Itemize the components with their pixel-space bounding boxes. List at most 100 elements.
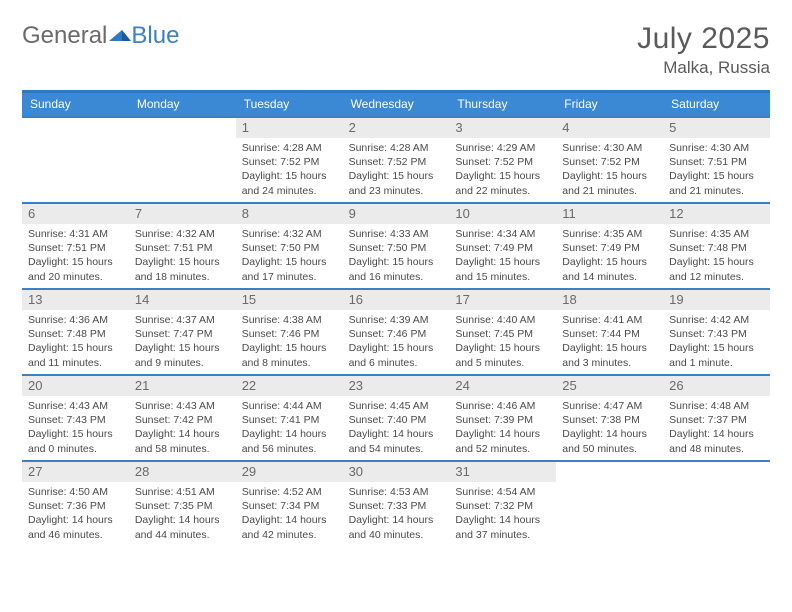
- daylight-line: and 6 minutes.: [349, 356, 444, 370]
- sunrise-line: Sunrise: 4:45 AM: [349, 399, 444, 413]
- week-row: 1Sunrise: 4:28 AMSunset: 7:52 PMDaylight…: [22, 116, 770, 202]
- day-details: Sunrise: 4:28 AMSunset: 7:52 PMDaylight:…: [343, 138, 450, 202]
- day-of-week-label: Saturday: [663, 93, 770, 116]
- day-details: Sunrise: 4:32 AMSunset: 7:50 PMDaylight:…: [236, 224, 343, 288]
- day-number: 20: [22, 376, 129, 396]
- day-number: 28: [129, 462, 236, 482]
- sunset-line: Sunset: 7:51 PM: [135, 241, 230, 255]
- day-cell: [22, 118, 129, 202]
- daylight-line: and 54 minutes.: [349, 442, 444, 456]
- daylight-line: and 24 minutes.: [242, 184, 337, 198]
- sunrise-line: Sunrise: 4:31 AM: [28, 227, 123, 241]
- day-number: 4: [556, 118, 663, 138]
- day-details: Sunrise: 4:30 AMSunset: 7:52 PMDaylight:…: [556, 138, 663, 202]
- day-cell: 3Sunrise: 4:29 AMSunset: 7:52 PMDaylight…: [449, 118, 556, 202]
- day-cell: 7Sunrise: 4:32 AMSunset: 7:51 PMDaylight…: [129, 204, 236, 288]
- daylight-line: and 14 minutes.: [562, 270, 657, 284]
- daylight-line: Daylight: 15 hours: [28, 427, 123, 441]
- sunrise-line: Sunrise: 4:53 AM: [349, 485, 444, 499]
- daylight-line: Daylight: 14 hours: [455, 513, 550, 527]
- day-details: Sunrise: 4:34 AMSunset: 7:49 PMDaylight:…: [449, 224, 556, 288]
- sunset-line: Sunset: 7:33 PM: [349, 499, 444, 513]
- sunrise-line: Sunrise: 4:29 AM: [455, 141, 550, 155]
- sunset-line: Sunset: 7:46 PM: [349, 327, 444, 341]
- sunrise-line: Sunrise: 4:44 AM: [242, 399, 337, 413]
- daylight-line: Daylight: 15 hours: [135, 341, 230, 355]
- daylight-line: and 40 minutes.: [349, 528, 444, 542]
- daylight-line: Daylight: 14 hours: [135, 513, 230, 527]
- sunset-line: Sunset: 7:50 PM: [242, 241, 337, 255]
- daylight-line: and 58 minutes.: [135, 442, 230, 456]
- sunrise-line: Sunrise: 4:40 AM: [455, 313, 550, 327]
- day-cell: 1Sunrise: 4:28 AMSunset: 7:52 PMDaylight…: [236, 118, 343, 202]
- day-cell: 16Sunrise: 4:39 AMSunset: 7:46 PMDayligh…: [343, 290, 450, 374]
- daylight-line: Daylight: 15 hours: [669, 341, 764, 355]
- daylight-line: Daylight: 15 hours: [349, 255, 444, 269]
- daylight-line: and 20 minutes.: [28, 270, 123, 284]
- daylight-line: Daylight: 15 hours: [669, 255, 764, 269]
- daylight-line: and 11 minutes.: [28, 356, 123, 370]
- daylight-line: Daylight: 14 hours: [562, 427, 657, 441]
- sunset-line: Sunset: 7:42 PM: [135, 413, 230, 427]
- day-number: 17: [449, 290, 556, 310]
- daylight-line: and 21 minutes.: [669, 184, 764, 198]
- daylight-line: and 8 minutes.: [242, 356, 337, 370]
- daylight-line: Daylight: 15 hours: [28, 255, 123, 269]
- daylight-line: and 22 minutes.: [455, 184, 550, 198]
- daylight-line: Daylight: 14 hours: [242, 513, 337, 527]
- sunrise-line: Sunrise: 4:37 AM: [135, 313, 230, 327]
- day-cell: 31Sunrise: 4:54 AMSunset: 7:32 PMDayligh…: [449, 462, 556, 546]
- sunset-line: Sunset: 7:52 PM: [242, 155, 337, 169]
- day-details: Sunrise: 4:41 AMSunset: 7:44 PMDaylight:…: [556, 310, 663, 374]
- day-cell: 26Sunrise: 4:48 AMSunset: 7:37 PMDayligh…: [663, 376, 770, 460]
- sunrise-line: Sunrise: 4:47 AM: [562, 399, 657, 413]
- daylight-line: and 12 minutes.: [669, 270, 764, 284]
- sunrise-line: Sunrise: 4:32 AM: [242, 227, 337, 241]
- sunrise-line: Sunrise: 4:35 AM: [669, 227, 764, 241]
- sunrise-line: Sunrise: 4:33 AM: [349, 227, 444, 241]
- daylight-line: Daylight: 14 hours: [242, 427, 337, 441]
- sunset-line: Sunset: 7:37 PM: [669, 413, 764, 427]
- day-cell: 15Sunrise: 4:38 AMSunset: 7:46 PMDayligh…: [236, 290, 343, 374]
- sunrise-line: Sunrise: 4:38 AM: [242, 313, 337, 327]
- day-cell: [556, 462, 663, 546]
- daylight-line: and 3 minutes.: [562, 356, 657, 370]
- day-details: Sunrise: 4:35 AMSunset: 7:48 PMDaylight:…: [663, 224, 770, 288]
- day-details: Sunrise: 4:39 AMSunset: 7:46 PMDaylight:…: [343, 310, 450, 374]
- sunset-line: Sunset: 7:38 PM: [562, 413, 657, 427]
- daylight-line: Daylight: 15 hours: [242, 169, 337, 183]
- day-number: 18: [556, 290, 663, 310]
- day-details: Sunrise: 4:43 AMSunset: 7:43 PMDaylight:…: [22, 396, 129, 460]
- sunset-line: Sunset: 7:44 PM: [562, 327, 657, 341]
- day-number: 10: [449, 204, 556, 224]
- sunrise-line: Sunrise: 4:52 AM: [242, 485, 337, 499]
- header: General Blue July 2025 Malka, Russia: [22, 22, 770, 78]
- day-details: Sunrise: 4:43 AMSunset: 7:42 PMDaylight:…: [129, 396, 236, 460]
- day-number: 7: [129, 204, 236, 224]
- day-details: Sunrise: 4:47 AMSunset: 7:38 PMDaylight:…: [556, 396, 663, 460]
- sunset-line: Sunset: 7:34 PM: [242, 499, 337, 513]
- daylight-line: and 21 minutes.: [562, 184, 657, 198]
- day-details: Sunrise: 4:30 AMSunset: 7:51 PMDaylight:…: [663, 138, 770, 202]
- daylight-line: Daylight: 15 hours: [669, 169, 764, 183]
- week-row: 20Sunrise: 4:43 AMSunset: 7:43 PMDayligh…: [22, 374, 770, 460]
- day-details: Sunrise: 4:29 AMSunset: 7:52 PMDaylight:…: [449, 138, 556, 202]
- day-number: 14: [129, 290, 236, 310]
- daylight-line: and 42 minutes.: [242, 528, 337, 542]
- day-cell: 10Sunrise: 4:34 AMSunset: 7:49 PMDayligh…: [449, 204, 556, 288]
- day-of-week-label: Thursday: [449, 93, 556, 116]
- day-details: Sunrise: 4:42 AMSunset: 7:43 PMDaylight:…: [663, 310, 770, 374]
- daylight-line: and 9 minutes.: [135, 356, 230, 370]
- day-details: Sunrise: 4:54 AMSunset: 7:32 PMDaylight:…: [449, 482, 556, 546]
- day-cell: 30Sunrise: 4:53 AMSunset: 7:33 PMDayligh…: [343, 462, 450, 546]
- sunrise-line: Sunrise: 4:30 AM: [562, 141, 657, 155]
- day-details: Sunrise: 4:53 AMSunset: 7:33 PMDaylight:…: [343, 482, 450, 546]
- title-block: July 2025 Malka, Russia: [637, 22, 770, 78]
- day-number: 16: [343, 290, 450, 310]
- sunset-line: Sunset: 7:36 PM: [28, 499, 123, 513]
- day-cell: 19Sunrise: 4:42 AMSunset: 7:43 PMDayligh…: [663, 290, 770, 374]
- sunset-line: Sunset: 7:43 PM: [669, 327, 764, 341]
- day-details: Sunrise: 4:36 AMSunset: 7:48 PMDaylight:…: [22, 310, 129, 374]
- day-number: 21: [129, 376, 236, 396]
- day-number: 26: [663, 376, 770, 396]
